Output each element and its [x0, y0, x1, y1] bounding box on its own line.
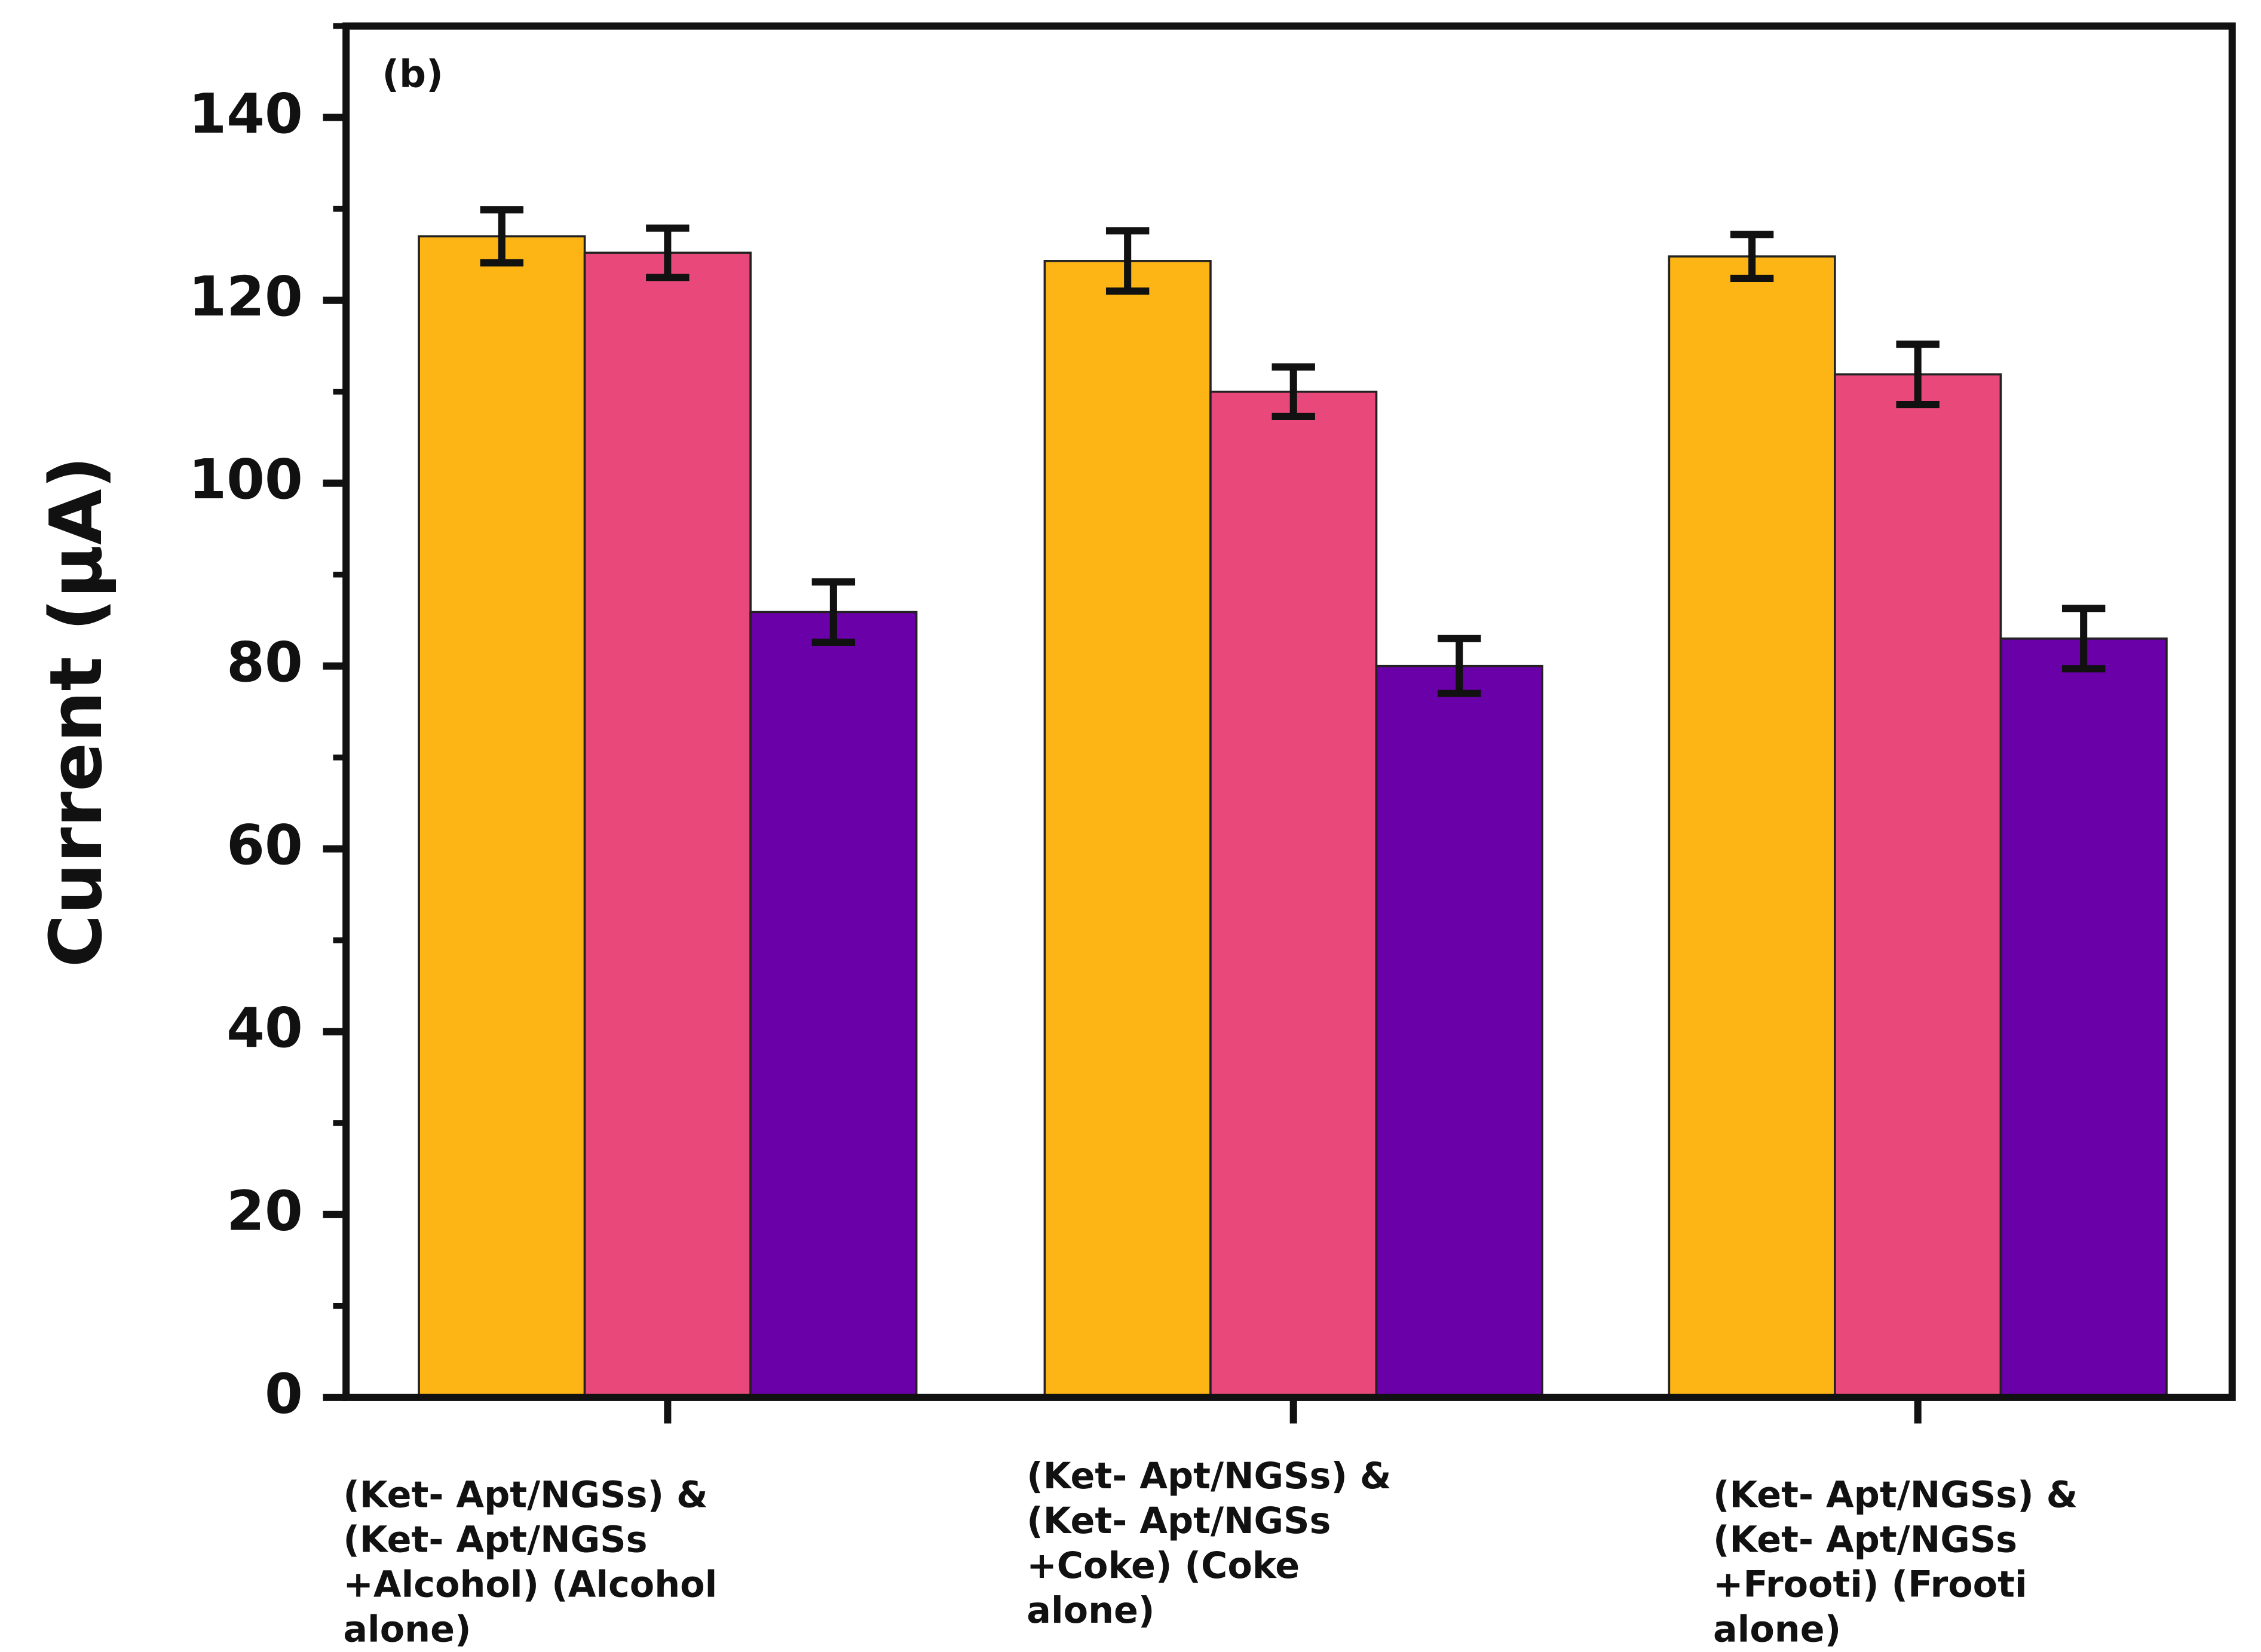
y-tick-label: 20 — [226, 1179, 303, 1243]
y-tick-label: 120 — [188, 265, 302, 329]
x-tick-label: (Ket- Apt/NGSs — [343, 1519, 647, 1561]
bar — [1375, 664, 1543, 1399]
bar — [1834, 373, 2002, 1399]
y-tick-label: 100 — [188, 448, 302, 511]
error-bar — [1438, 635, 1481, 697]
bar — [583, 252, 752, 1399]
x-tick-label: +Frooti) (Frooti — [1713, 1564, 2027, 1606]
bar — [1043, 260, 1212, 1399]
plot-frame — [342, 22, 2236, 1401]
x-tick-label: alone) — [343, 1609, 471, 1651]
panel-label: (b) — [382, 52, 443, 96]
y-tick-label: 40 — [226, 996, 303, 1060]
bar — [1668, 255, 1836, 1399]
x-tick-label: +Alcohol) (Alcohol — [343, 1564, 717, 1606]
error-bar — [480, 206, 524, 266]
bar — [1999, 637, 2168, 1399]
bar — [418, 235, 586, 1399]
error-bar — [646, 224, 690, 281]
error-bar — [811, 578, 856, 646]
bar — [1209, 390, 1378, 1399]
x-tick-label: (Ket- Apt/NGSs) & — [1713, 1474, 2078, 1516]
error-bar — [1272, 363, 1315, 421]
y-tick-label: 60 — [226, 813, 303, 877]
y-tick-label: 0 — [265, 1362, 303, 1426]
error-bar — [1105, 227, 1150, 295]
x-tick-label: (Ket- Apt/NGSs — [1713, 1519, 2017, 1561]
error-bar — [2061, 605, 2106, 673]
x-tick-label: +Coke) (Coke — [1027, 1545, 1300, 1587]
x-tick-label: (Ket- Apt/NGSs) & — [343, 1474, 707, 1516]
x-tick-label: alone) — [1713, 1609, 1841, 1651]
x-tick-label: (Ket- Apt/NGSs) & — [1027, 1455, 1391, 1497]
y-tick-label: 140 — [188, 82, 302, 146]
bar — [749, 611, 918, 1399]
error-bar — [1896, 341, 1940, 409]
x-tick-label: (Ket- Apt/NGSs — [1027, 1500, 1331, 1542]
x-tick-label: alone) — [1027, 1590, 1154, 1632]
error-bar — [1730, 231, 1774, 282]
y-axis-label: Current (μA) — [34, 456, 118, 967]
y-tick-label: 80 — [226, 630, 303, 694]
